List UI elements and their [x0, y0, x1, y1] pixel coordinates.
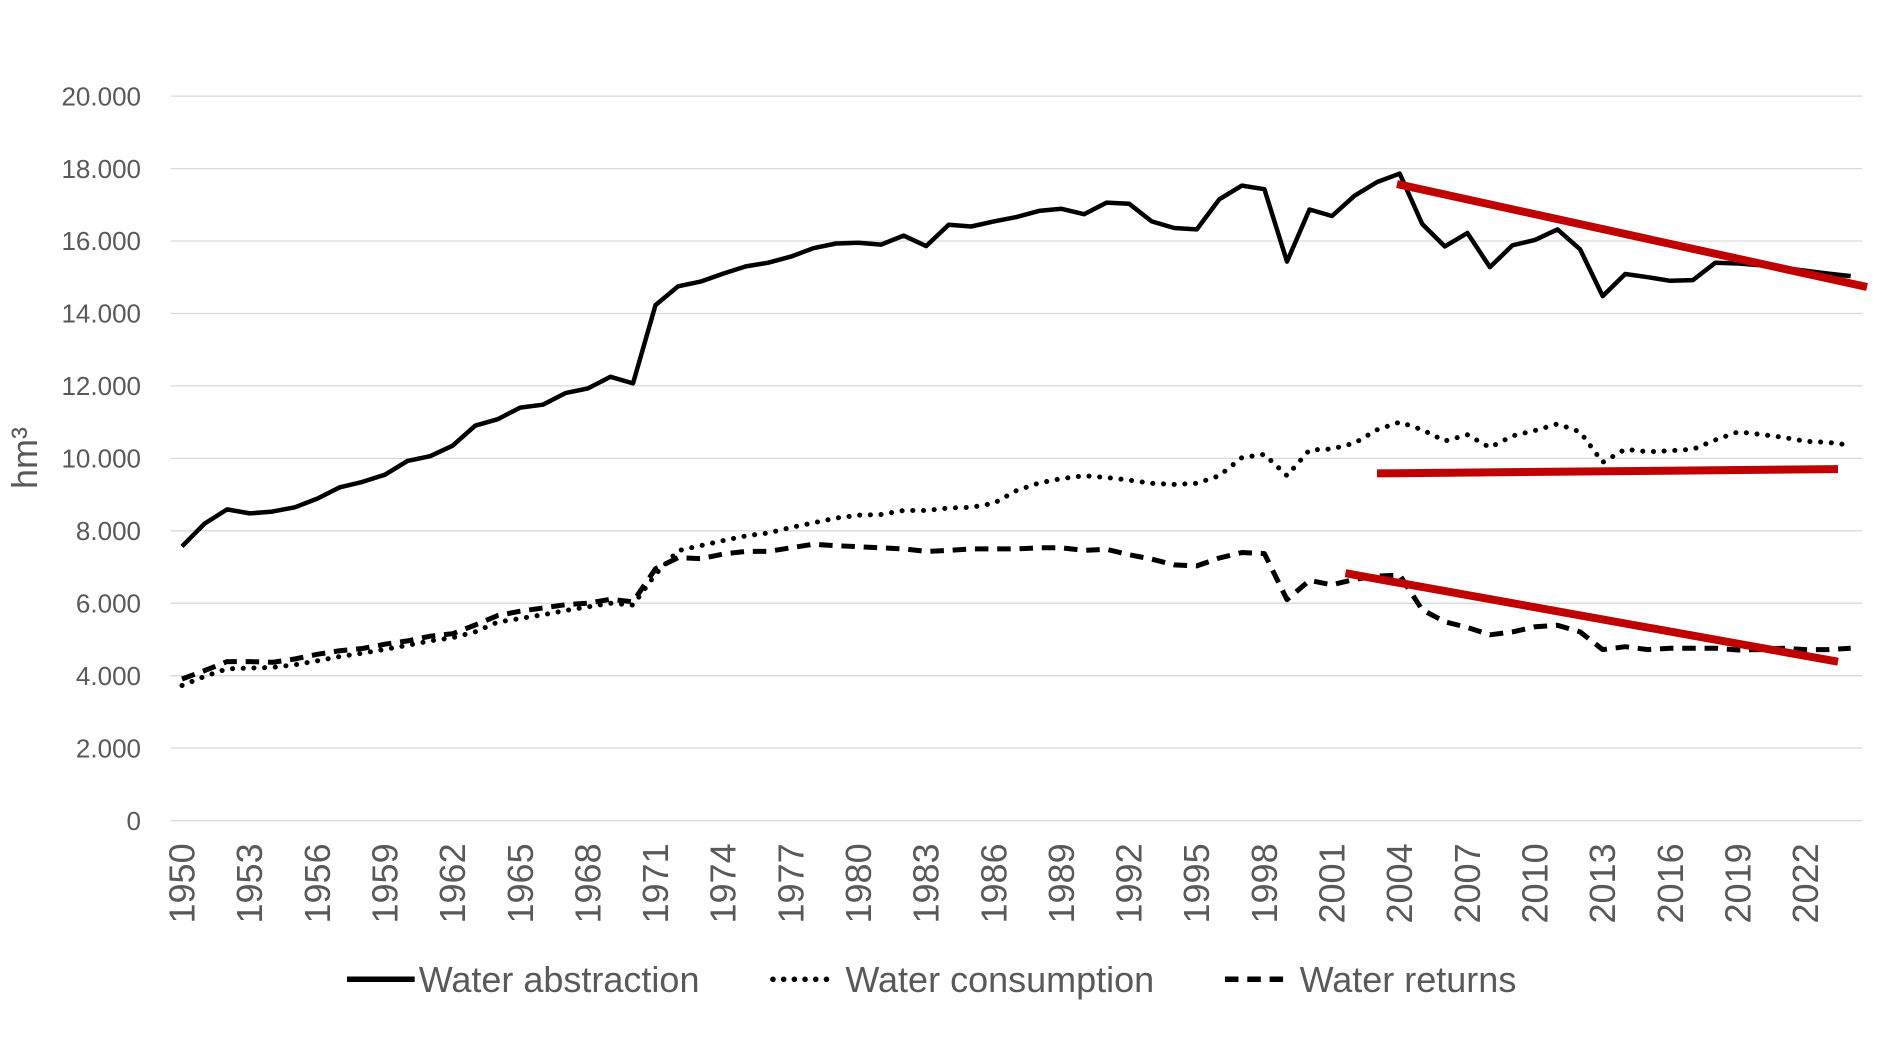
svg-text:6.000: 6.000 — [76, 589, 141, 619]
svg-text:2001: 2001 — [1312, 843, 1353, 923]
svg-text:1980: 1980 — [838, 843, 879, 923]
svg-text:1968: 1968 — [567, 843, 608, 923]
svg-text:1962: 1962 — [432, 843, 473, 923]
svg-text:1977: 1977 — [770, 843, 811, 923]
svg-text:2022: 2022 — [1785, 843, 1826, 923]
svg-text:16.000: 16.000 — [61, 226, 141, 256]
svg-text:12.000: 12.000 — [61, 371, 141, 401]
svg-text:1965: 1965 — [500, 843, 541, 923]
svg-text:1992: 1992 — [1109, 843, 1150, 923]
svg-text:Water abstraction: Water abstraction — [419, 959, 700, 1000]
svg-text:1974: 1974 — [703, 843, 744, 923]
svg-text:2016: 2016 — [1650, 843, 1691, 923]
svg-text:Water consumption: Water consumption — [845, 959, 1154, 1000]
svg-text:1959: 1959 — [365, 843, 406, 923]
svg-text:1971: 1971 — [635, 843, 676, 923]
svg-text:1986: 1986 — [973, 843, 1014, 923]
svg-text:1995: 1995 — [1176, 843, 1217, 923]
svg-text:1953: 1953 — [229, 843, 270, 923]
svg-text:2019: 2019 — [1718, 843, 1759, 923]
svg-text:18.000: 18.000 — [61, 154, 141, 184]
svg-text:20.000: 20.000 — [61, 81, 141, 111]
svg-text:1983: 1983 — [906, 843, 947, 923]
svg-text:14.000: 14.000 — [61, 299, 141, 329]
svg-text:Water returns: Water returns — [1300, 959, 1517, 1000]
svg-text:2013: 2013 — [1582, 843, 1623, 923]
svg-text:1989: 1989 — [1041, 843, 1082, 923]
svg-text:1998: 1998 — [1244, 843, 1285, 923]
svg-text:1956: 1956 — [297, 843, 338, 923]
svg-text:2010: 2010 — [1515, 843, 1556, 923]
svg-text:1950: 1950 — [162, 843, 203, 923]
svg-text:10.000: 10.000 — [61, 444, 141, 474]
svg-text:4.000: 4.000 — [76, 661, 141, 691]
svg-text:2.000: 2.000 — [76, 733, 141, 763]
svg-text:8.000: 8.000 — [76, 516, 141, 546]
svg-text:2007: 2007 — [1447, 843, 1488, 923]
svg-text:2004: 2004 — [1379, 843, 1420, 923]
svg-text:hm³: hm³ — [4, 427, 45, 489]
svg-text:0: 0 — [127, 806, 141, 836]
